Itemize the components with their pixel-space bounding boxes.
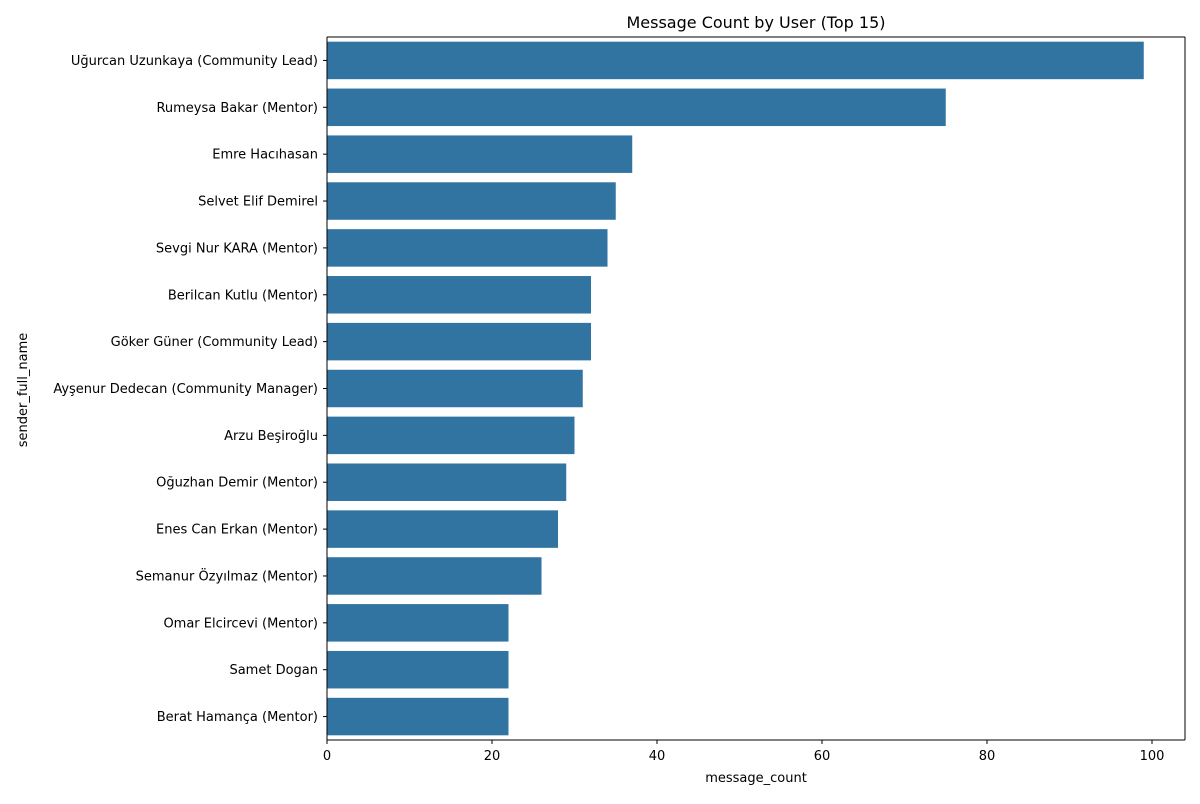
y-tick-label: Rumeysa Bakar (Mentor) bbox=[156, 101, 318, 116]
y-tick-label: Semanur Özyılmaz (Mentor) bbox=[136, 567, 318, 584]
x-tick-label: 40 bbox=[649, 749, 666, 764]
bar bbox=[327, 697, 509, 736]
y-tick-label: Emre Hacıhasan bbox=[212, 148, 318, 163]
x-tick-label: 60 bbox=[814, 749, 831, 764]
y-tick-label: Sevgi Nur KARA (Mentor) bbox=[156, 241, 318, 256]
y-axis-label: sender_full_name bbox=[16, 333, 31, 448]
bar bbox=[327, 604, 509, 642]
y-tick-label: Uğurcan Uzunkaya (Community Lead) bbox=[71, 54, 318, 69]
y-tick-label: Omar Elcircevi (Mentor) bbox=[163, 616, 318, 631]
x-axis-label: message_count bbox=[705, 771, 807, 786]
bars-group bbox=[327, 41, 1144, 736]
bar bbox=[327, 650, 509, 689]
x-tick-label: 0 bbox=[323, 749, 331, 764]
x-tick-label: 100 bbox=[1140, 749, 1165, 764]
x-axis-ticks: 0 20 40 60 80 100 bbox=[323, 740, 1165, 764]
y-axis-ticks: Uğurcan Uzunkaya (Community Lead) Rumeysa… bbox=[53, 54, 327, 725]
bar bbox=[327, 182, 616, 220]
x-tick-label: 20 bbox=[484, 749, 501, 764]
bar bbox=[327, 322, 591, 361]
y-tick-label: Oğuzhan Demir (Mentor) bbox=[156, 476, 318, 491]
y-tick-label: Göker Güner (Community Lead) bbox=[111, 335, 318, 350]
y-tick-label: Samet Dogan bbox=[229, 663, 318, 678]
y-tick-label: Berat Hamança (Mentor) bbox=[157, 710, 318, 725]
bar bbox=[327, 135, 633, 173]
bar bbox=[327, 557, 542, 595]
y-tick-label: Berilcan Kutlu (Mentor) bbox=[168, 288, 318, 303]
bar bbox=[327, 276, 591, 314]
x-tick-label: 80 bbox=[979, 749, 996, 764]
bar bbox=[327, 369, 583, 408]
y-tick-label: Ayşenur Dedecan (Community Manager) bbox=[53, 382, 318, 397]
y-tick-label: Arzu Beşiroğlu bbox=[224, 429, 318, 444]
bar bbox=[327, 229, 608, 267]
bar bbox=[327, 88, 946, 127]
y-tick-label: Selvet Elif Demirel bbox=[198, 195, 318, 210]
bar bbox=[327, 41, 1144, 80]
bar bbox=[327, 510, 558, 548]
chart-title: Message Count by User (Top 15) bbox=[626, 13, 885, 32]
bar bbox=[327, 416, 575, 455]
y-tick-label: Enes Can Erkan (Mentor) bbox=[156, 523, 318, 538]
bar bbox=[327, 463, 567, 501]
